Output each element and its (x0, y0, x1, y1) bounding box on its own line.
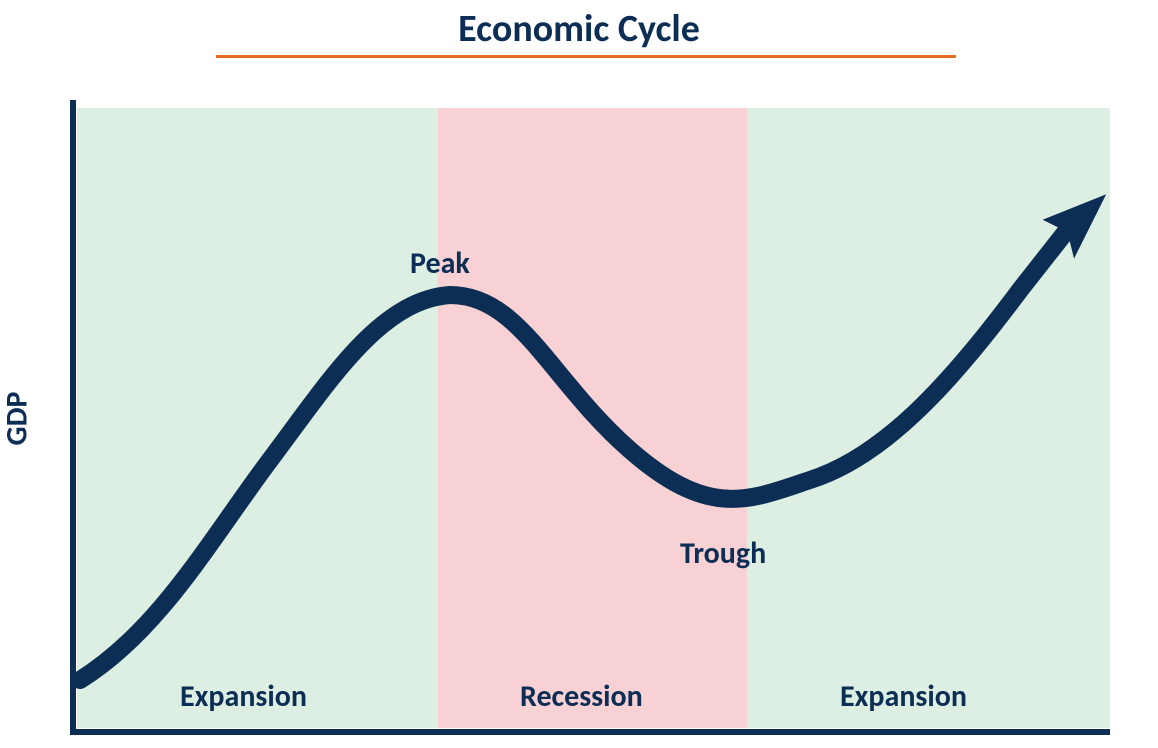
plot-area: Expansion Recession Expansion Peak Trough (70, 100, 1110, 735)
gdp-curve (80, 220, 1075, 680)
y-axis-label: GDP (0, 392, 36, 446)
title-underline (216, 55, 956, 58)
chart-container: GDP ExpansionRecessionExpansionPeakTroug… (20, 100, 1120, 740)
turning-label-1: Trough (680, 535, 766, 572)
turning-label-0: Peak (410, 245, 470, 282)
phase-label-0: Expansion (180, 678, 307, 715)
phase-label-2: Expansion (840, 678, 967, 715)
curve-svg (70, 100, 1110, 735)
chart-title: Economic Cycle (458, 6, 700, 52)
phase-label-1: Recession (520, 678, 643, 715)
